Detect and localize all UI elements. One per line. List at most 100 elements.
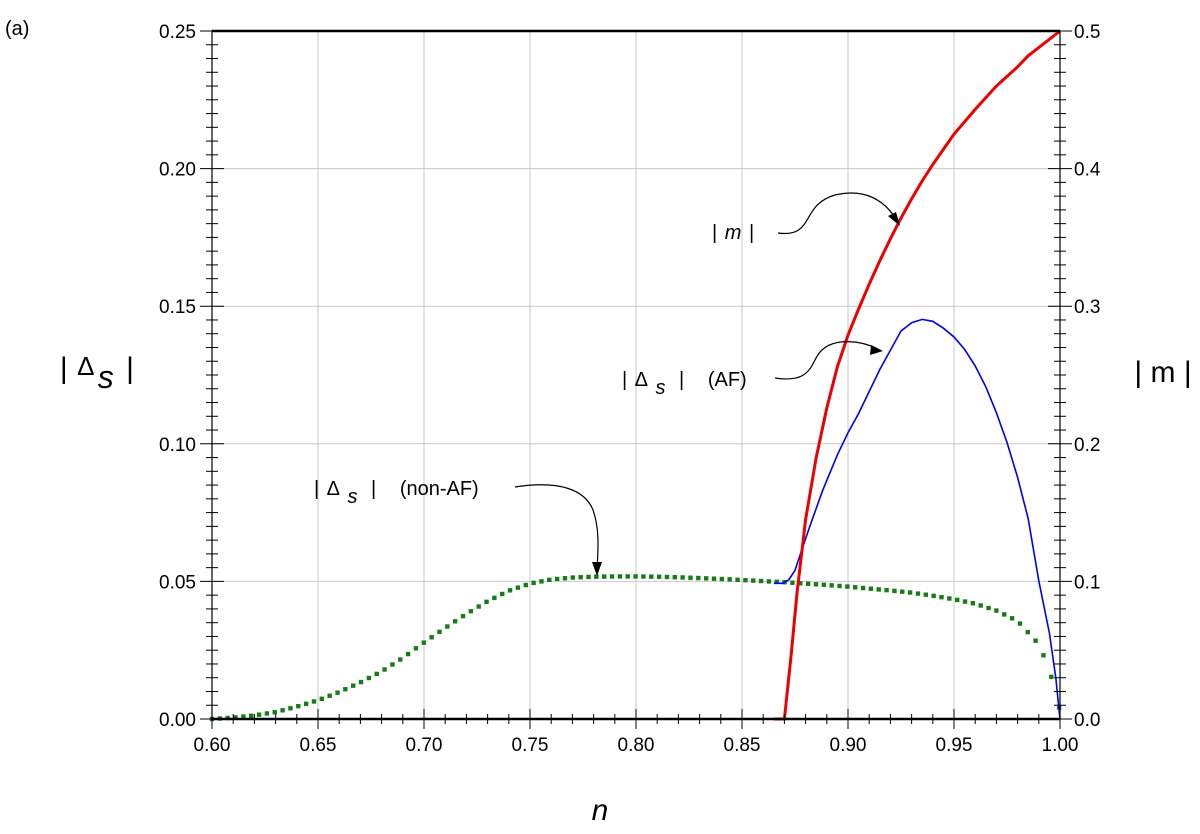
series-non-af-point xyxy=(633,574,638,579)
series-non-af-point xyxy=(602,574,607,579)
x-tick-label-5: 0.85 xyxy=(724,735,761,756)
series-non-af-point xyxy=(280,708,285,713)
series-non-af-point xyxy=(272,710,277,715)
series-non-af-point xyxy=(609,574,615,579)
annotation-m: | m | xyxy=(712,222,754,244)
series-non-af-point xyxy=(947,596,952,601)
series-non-af-point xyxy=(233,715,238,720)
series-non-af-point xyxy=(484,599,489,605)
series-non-af-point xyxy=(978,603,983,608)
series-non-af-point xyxy=(915,591,921,596)
x-tick-label-7: 0.95 xyxy=(936,735,973,756)
series-non-af-point xyxy=(570,575,576,580)
series-non-af-point xyxy=(319,696,325,702)
series-non-af-point xyxy=(515,585,521,590)
series-non-af-point xyxy=(1025,629,1030,635)
series-non-af-point xyxy=(680,575,685,580)
series-non-af-point xyxy=(547,577,552,583)
annotation-m-arrow xyxy=(777,192,899,235)
y-axis-title-left-sub: s xyxy=(98,359,114,395)
series-non-af-point xyxy=(335,690,340,695)
series-non-af-point xyxy=(382,667,387,672)
series-non-af-point xyxy=(358,679,364,685)
x-tick-label-1: 0.65 xyxy=(300,735,337,756)
series-non-af-point xyxy=(860,585,866,591)
y-axis-title-left: | Δ s | xyxy=(60,351,134,395)
x-axis-title: n xyxy=(592,794,609,827)
annotation-af-close: | xyxy=(679,369,684,391)
y-axis-title-left-delta: Δ xyxy=(77,351,94,381)
series-non-af-point xyxy=(1009,616,1015,621)
series-non-af-point xyxy=(539,579,544,584)
y-tick-label-0: 0.00 xyxy=(159,710,196,731)
annotation-m-arrowhead xyxy=(888,212,900,226)
series-non-af-point xyxy=(656,574,662,579)
annotation-non-af-arrow xyxy=(514,484,599,571)
series-non-af-point xyxy=(907,590,913,595)
series-non-af-point xyxy=(876,587,881,592)
axes xyxy=(200,29,1072,729)
series-af-line xyxy=(773,318,1061,720)
series-non-af-point xyxy=(758,578,764,584)
y2-tick-label-3: 0.3 xyxy=(1074,297,1100,318)
series-non-af-point xyxy=(1017,621,1023,626)
series-non-af-point xyxy=(727,577,732,582)
x-tick-label-3: 0.75 xyxy=(512,735,549,756)
series-non-af-point xyxy=(649,574,654,579)
y-tick-label-2: 0.10 xyxy=(159,435,196,456)
series-non-af-point xyxy=(931,593,936,599)
y-tick-label-4: 0.20 xyxy=(159,160,196,181)
series-non-af-point xyxy=(413,646,419,651)
series-non-af-point xyxy=(437,629,442,635)
series-non-af-point xyxy=(845,584,850,589)
annotation-m-sym: m xyxy=(725,222,742,244)
series-non-af-point xyxy=(445,624,450,629)
series-non-af-point xyxy=(923,592,929,597)
series-non-af-point xyxy=(476,604,481,609)
series-non-af-point xyxy=(562,576,568,581)
series-non-af-point xyxy=(264,711,270,716)
series-non-af-point xyxy=(994,608,999,613)
series-non-af-point xyxy=(688,575,693,580)
grid xyxy=(211,30,1061,720)
y2-tick-label-1: 0.1 xyxy=(1074,572,1100,593)
annotation-m-close: | xyxy=(749,222,754,244)
series-non-af-point xyxy=(311,699,317,704)
annotation-non-af-tag: (non-AF) xyxy=(400,478,479,500)
series-non-af-point xyxy=(288,706,293,711)
series-non-af-point xyxy=(837,583,842,589)
series-non-af-point xyxy=(468,609,474,614)
annotation-af: | Δ s | (AF) xyxy=(622,369,747,399)
y-tick-label-5: 0.25 xyxy=(159,22,196,43)
series-non-af-point xyxy=(398,657,403,662)
series-non-af-point xyxy=(798,581,803,586)
series-non-af-point xyxy=(405,651,411,657)
series-non-af-point xyxy=(664,574,670,580)
series-m-line xyxy=(773,29,1061,721)
series-non-af-point xyxy=(790,580,795,585)
series-non-af-point xyxy=(813,582,819,587)
series-non-af-point xyxy=(751,578,756,583)
series-non-af-point xyxy=(892,588,897,594)
series-non-af-point xyxy=(303,701,309,707)
series-non-af-point xyxy=(350,683,356,688)
annotation-non-af-arrowhead xyxy=(592,562,602,576)
series-non-af-point xyxy=(241,714,246,719)
series-non-af-point xyxy=(249,713,254,718)
x-tick-label-0: 0.60 xyxy=(194,735,231,756)
series-non-af-point xyxy=(554,576,560,582)
panel-label: (a) xyxy=(5,18,29,40)
series-non-af-point xyxy=(986,605,991,611)
series-non-af-point xyxy=(327,693,332,698)
annotation-af-arrow xyxy=(774,341,879,380)
y2-tick-label-5: 0.5 xyxy=(1074,22,1100,43)
series-non-af-point xyxy=(1002,612,1007,617)
series-non-af-point xyxy=(374,671,379,677)
series-non-af-point xyxy=(594,574,599,579)
annotation-af-delta: Δ xyxy=(635,369,648,391)
series-non-af-point xyxy=(1033,638,1038,643)
annotation-af-tag: (AF) xyxy=(708,369,747,391)
series-non-af-point xyxy=(460,613,466,619)
series-non-af-point xyxy=(954,597,960,603)
